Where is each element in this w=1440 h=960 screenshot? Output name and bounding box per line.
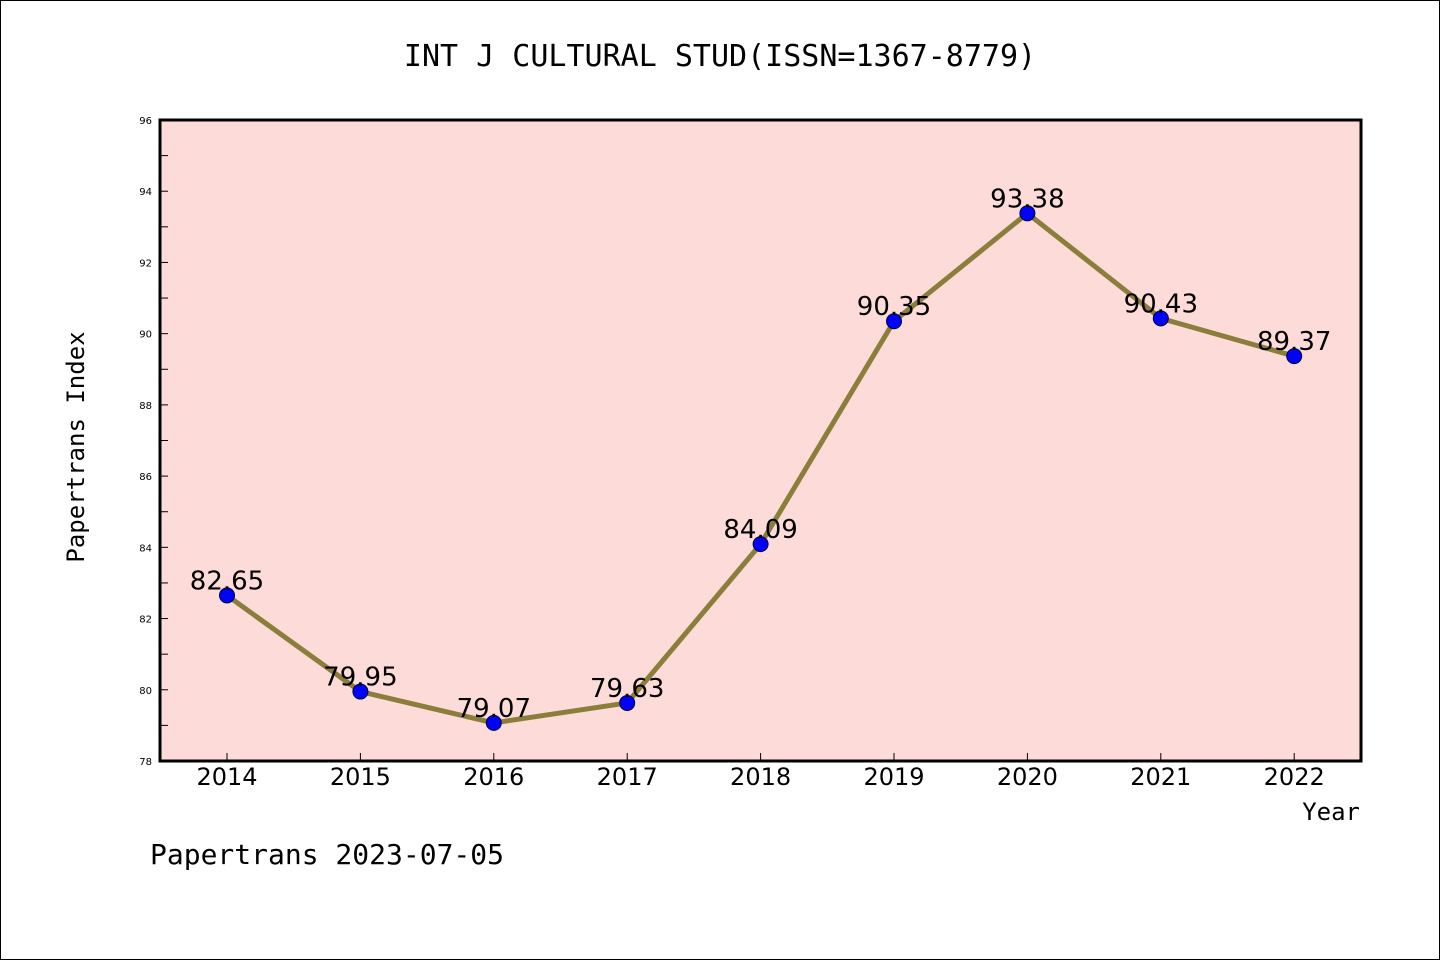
x-tick-label: 2015 [330, 763, 391, 791]
x-tick-label: 2021 [1130, 763, 1191, 791]
y-tick-label: 82 [139, 615, 152, 626]
x-tick-label: 2017 [597, 763, 658, 791]
y-tick-label: 86 [139, 472, 152, 483]
data-label: 93.38 [990, 184, 1064, 214]
x-tick-label: 2014 [196, 763, 257, 791]
x-axis-label: Year [1302, 798, 1360, 826]
data-label: 89.37 [1257, 327, 1331, 357]
plot-area [158, 118, 1363, 763]
data-point [1286, 348, 1303, 365]
data-point [219, 587, 235, 604]
y-tick-label: 78 [139, 757, 152, 768]
y-tick-label: 84 [139, 543, 152, 554]
data-label: 90.43 [1124, 289, 1198, 319]
data-point [485, 714, 502, 731]
data-point [886, 313, 902, 330]
y-tick-label: 88 [139, 401, 152, 412]
y-tick-label: 94 [139, 187, 152, 198]
footer-stamp: Papertrans 2023-07-05 [150, 838, 504, 871]
data-label: 90.35 [857, 292, 931, 322]
y-tick-label: 92 [139, 258, 152, 269]
x-tick-label: 2020 [997, 763, 1058, 791]
y-tick-label: 80 [139, 686, 152, 697]
y-axis: 78 80 82 84 86 88 90 92 94 96 [139, 116, 168, 768]
data-series [219, 205, 1303, 731]
data-point [1019, 205, 1036, 222]
data-labels: 82.65 79.95 79.07 79.63 84.09 90.35 93.38 90.43… [190, 184, 1332, 724]
y-axis-label: Papertrans Index [62, 331, 90, 562]
x-tick-label: 2022 [1264, 763, 1325, 791]
y-tick-label: 90 [139, 330, 152, 341]
x-axis: 2014 2015 2016 2017 2018 2019 2020 2021 2022 [196, 753, 1325, 791]
x-tick-label: 2018 [730, 763, 791, 791]
chart-title: INT J CULTURAL STUD(ISSN=1367-8779) [404, 39, 1036, 74]
data-label: 79.95 [323, 663, 397, 693]
data-label: 84.09 [723, 515, 797, 545]
x-tick-label: 2019 [863, 763, 924, 791]
data-point [352, 683, 369, 700]
data-point [1152, 310, 1169, 327]
x-tick-label: 2016 [463, 763, 524, 791]
data-label: 82.65 [190, 566, 264, 596]
data-point [619, 694, 636, 711]
y-tick-label: 96 [139, 116, 152, 127]
data-label: 79.07 [457, 694, 531, 724]
data-label: 79.63 [590, 674, 664, 704]
data-point [752, 536, 769, 553]
